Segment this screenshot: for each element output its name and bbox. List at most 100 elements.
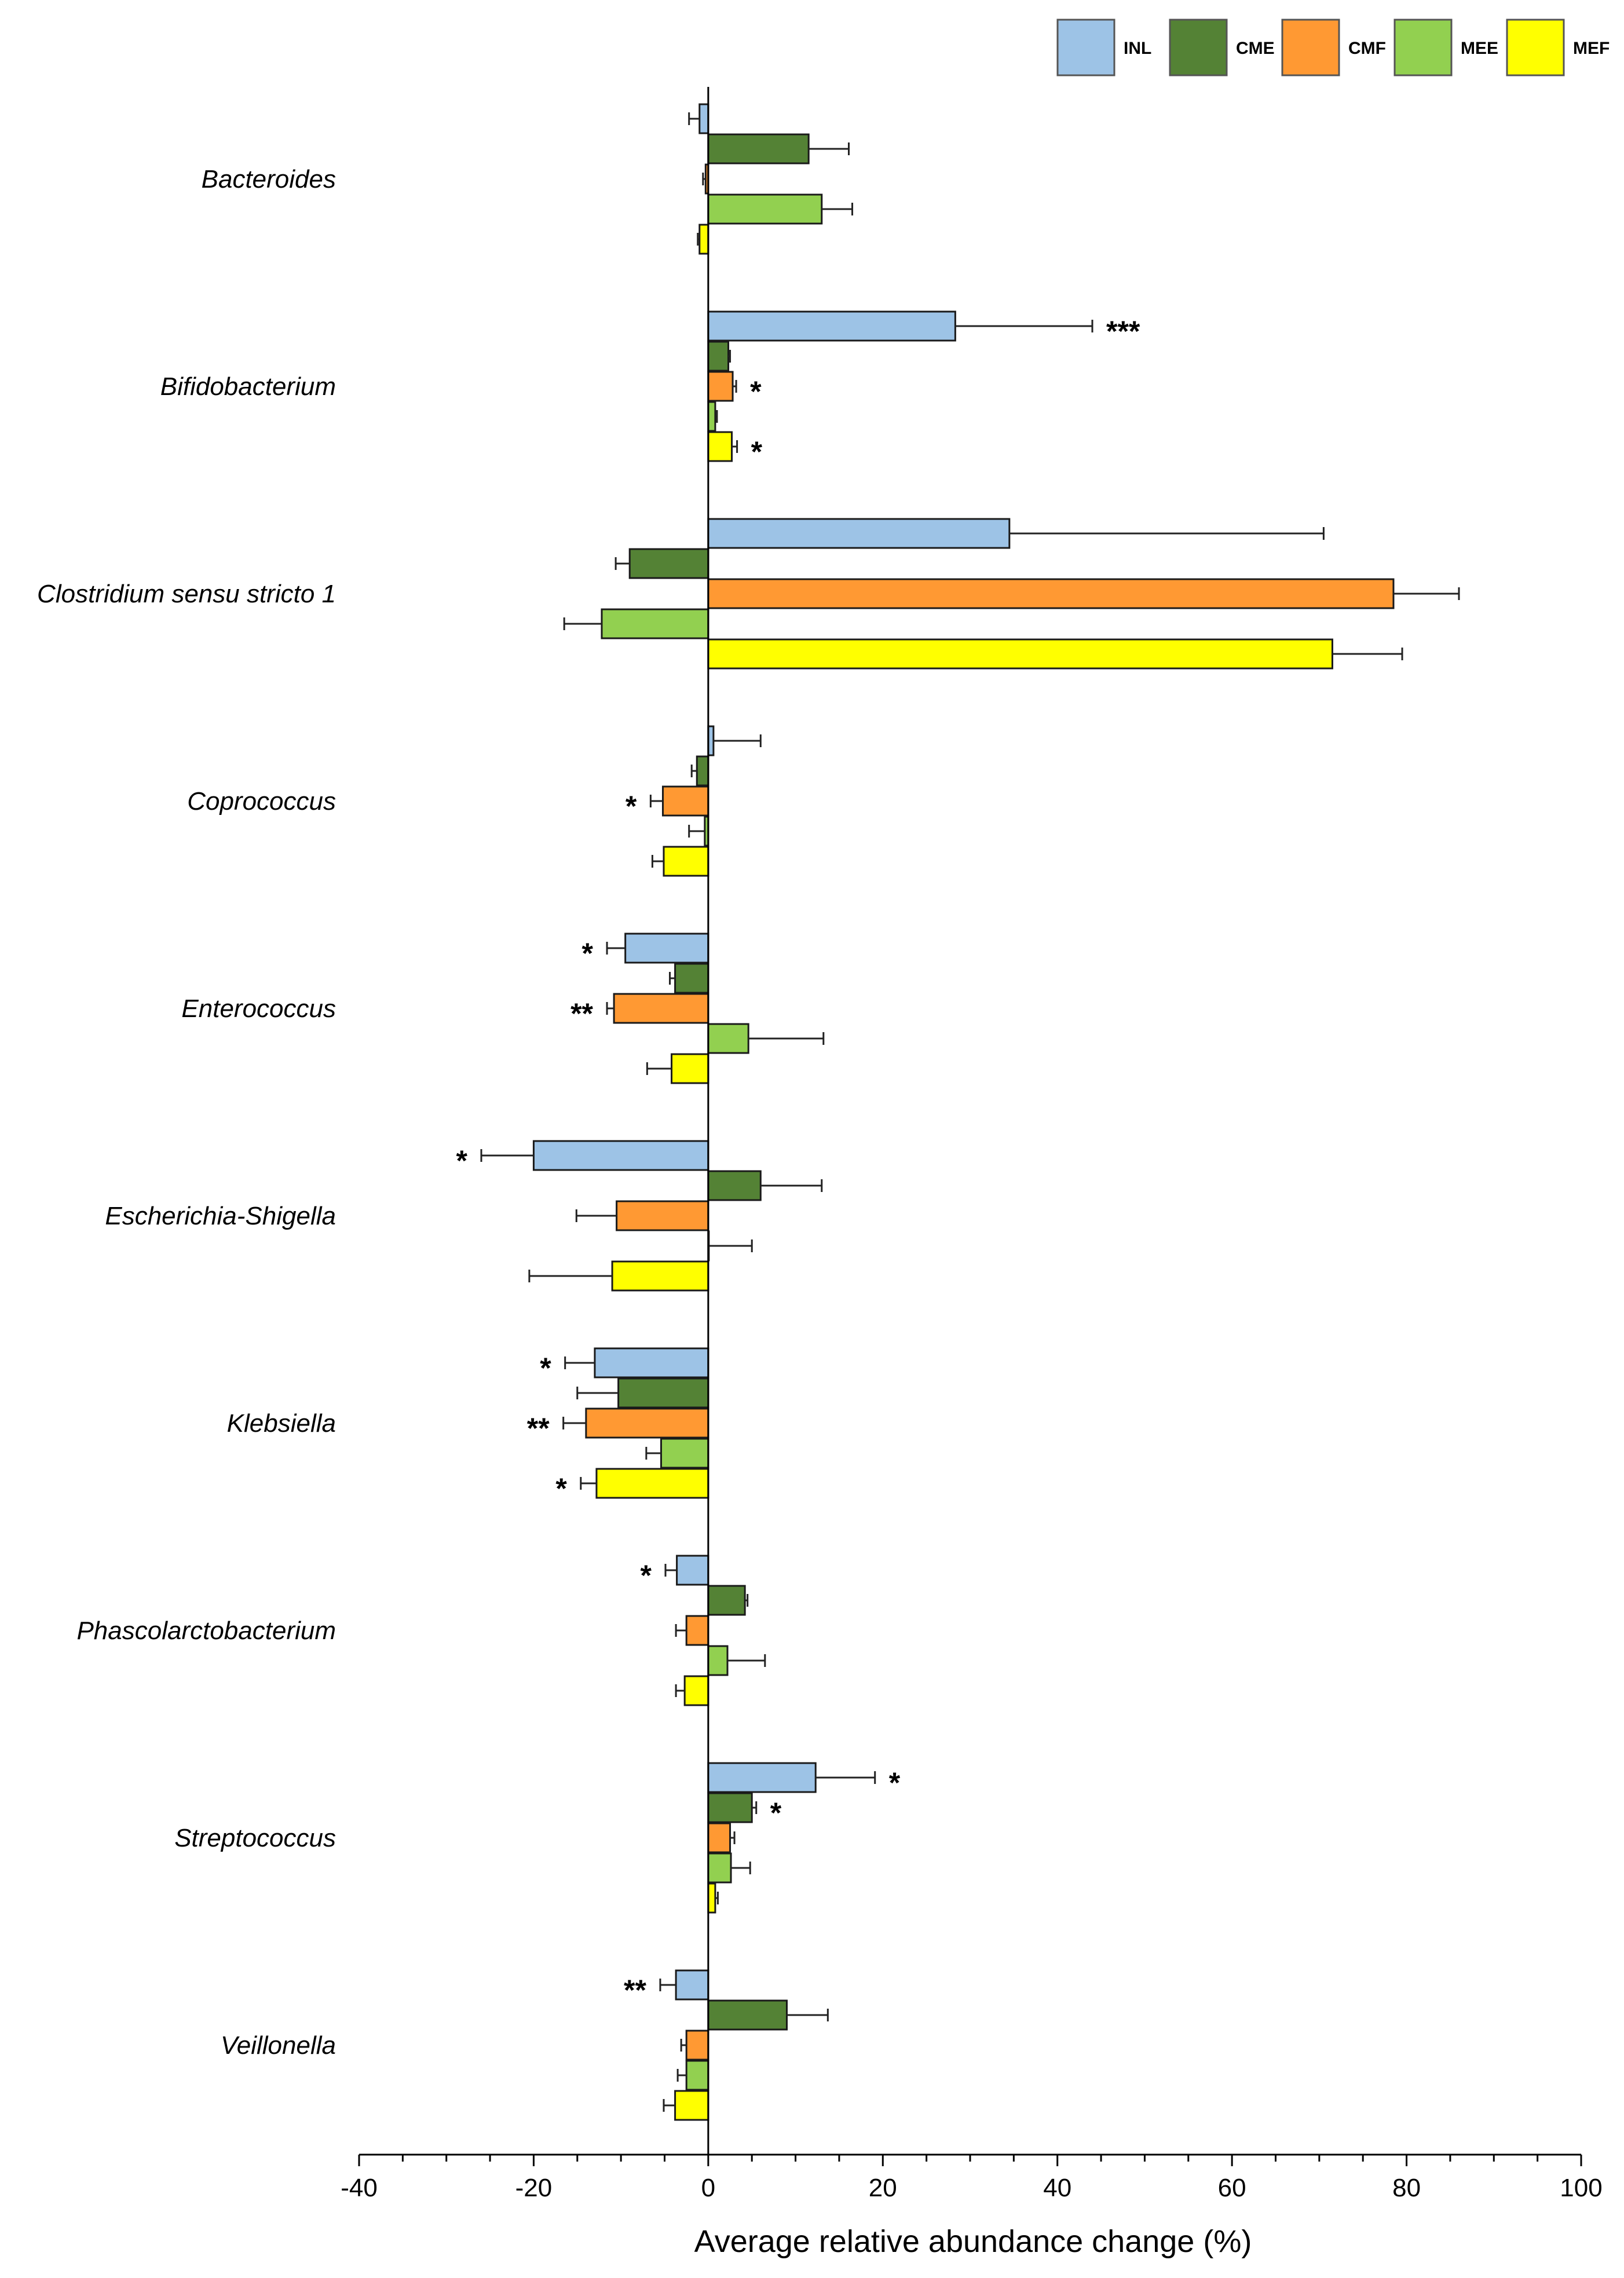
category-label-phascolarctobacterium: Phascolarctobacterium [76,1617,336,1645]
error-bar-inl-clostridium-sensu-stricto-1 [1009,527,1325,540]
significance-inl-phascolarctobacterium: * [641,1559,652,1592]
significance-cmf-klebsiella: ** [527,1412,550,1445]
category-label-bifidobacterium: Bifidobacterium [160,372,336,401]
error-bar-cme-coprococcus [690,765,697,777]
error-bar-inl-coprococcus [713,734,762,747]
error-bar-cmf-veillonella [680,2039,687,2052]
bar-inl-bifidobacterium [707,310,956,342]
bar-cme-bacteroides [707,133,810,164]
bar-cme-clostridium-sensu-stricto-1 [628,548,709,579]
error-bar-cmf-bifidobacterium [733,380,737,393]
error-bar-mee-veillonella [676,2069,687,2082]
x-tick-label: 20 [869,2174,897,2202]
bar-mee-enterococcus [707,1023,749,1054]
error-bar-mee-coprococcus [688,825,705,838]
bar-mee-bacteroides [707,193,823,225]
category-label-coprococcus: Coprococcus [187,787,336,816]
significance-mef-klebsiella: * [555,1472,567,1505]
bar-cmf-bifidobacterium [707,371,734,402]
error-bar-inl-escherichia-shigella [480,1149,534,1162]
x-tick-label: 40 [1043,2174,1071,2202]
legend-label-mef: MEF [1573,39,1610,58]
error-bar-inl-bifidobacterium [955,320,1093,332]
bar-cme-phascolarctobacterium [707,1585,746,1616]
error-bar-inl-klebsiella [564,1356,595,1369]
bar-mef-bifidobacterium [707,431,733,462]
category-labels: Bacteroides Bifidobacterium Clostridium se… [37,165,336,2060]
error-bar-mee-bacteroides [821,203,854,215]
error-bar-cme-escherichia-shigella [760,1179,823,1192]
category-label-clostridium-sensu-stricto-1: Clostridium sensu stricto 1 [37,580,336,608]
bar-inl-enterococcus [624,933,709,964]
bar-cme-coprococcus [696,755,709,787]
error-bar-mee-clostridium-sensu-stricto-1 [563,617,602,630]
bar-mef-enterococcus [671,1053,709,1084]
error-bar-mef-escherichia-shigella [528,1270,613,1282]
category-label-bacteroides: Bacteroides [202,165,336,193]
bar-cme-veillonella [707,1999,788,2031]
error-bar-cme-bifidobacterium [728,350,731,363]
significance-inl-klebsiella: * [540,1352,551,1384]
bar-cme-klebsiella [617,1377,709,1409]
x-tick-label: -20 [515,2174,553,2202]
error-bar-mee-enterococcus [748,1032,825,1045]
error-bar-cmf-enterococcus [606,1002,615,1015]
bar-mef-escherichia-shigella [611,1260,709,1292]
bar-cmf-streptococcus [707,1822,731,1853]
bar-cmf-veillonella [685,2030,709,2061]
significance-mef-bifidobacterium: * [751,436,763,468]
error-bar-cme-klebsiella [576,1387,619,1399]
error-bar-mee-klebsiella [645,1447,661,1460]
legend-label-mee: MEE [1461,39,1498,58]
error-bar-mee-escherichia-shigella [708,1239,753,1252]
error-bar-cmf-coprococcus [649,795,663,807]
bar-mee-phascolarctobacterium [707,1645,729,1676]
significance-cmf-coprococcus: * [626,790,637,822]
bar-inl-bacteroides [698,103,709,134]
x-tick-label: 0 [701,2174,715,2202]
significance-inl-enterococcus: * [582,937,594,970]
legend: INL CME CMF MEE MEF [1056,19,1610,76]
error-bar-cme-enterococcus [669,972,675,985]
x-tick-label: -40 [341,2174,378,2202]
legend-item-cme: CME [1169,19,1275,76]
bars [480,103,1460,2121]
bar-inl-klebsiella [594,1347,709,1378]
legend-swatch-cmf [1281,19,1340,76]
error-bar-mef-bacteroides [697,233,700,246]
bar-cmf-escherichia-shigella [616,1200,709,1231]
bar-inl-streptococcus [707,1762,817,1793]
error-bar-mef-phascolarctobacterium [675,1684,685,1697]
category-label-streptococcus: Streptococcus [174,1824,336,1852]
error-bar-inl-enterococcus [606,942,626,955]
bar-cmf-clostridium-sensu-stricto-1 [707,578,1395,609]
legend-swatch-inl [1056,19,1115,76]
bar-cmf-klebsiella [585,1407,709,1439]
bar-mef-streptococcus [707,1882,716,1914]
error-bar-mef-bifidobacterium [731,440,738,453]
significance-inl-streptococcus: * [889,1767,901,1799]
legend-label-cmf: CMF [1348,39,1386,58]
legend-item-cmf: CMF [1281,19,1386,76]
bar-cmf-phascolarctobacterium [685,1615,709,1646]
significance-cmf-bifidobacterium: * [750,375,762,408]
bar-mee-clostridium-sensu-stricto-1 [601,608,709,639]
legend-swatch-mef [1506,19,1565,76]
legend-swatch-mee [1393,19,1453,76]
x-axis-title: Average relative abundance change (%) [694,2224,1252,2259]
category-label-escherichia-shigella: Escherichia-Shigella [105,1202,336,1230]
significance-cme-streptococcus: * [770,1797,782,1829]
bar-inl-phascolarctobacterium [676,1555,709,1586]
legend-item-inl: INL [1056,19,1151,76]
significance-inl-bifidobacterium: *** [1106,315,1140,348]
error-bar-mef-streptococcus [715,1892,719,1904]
legend-swatch-cme [1169,19,1228,76]
bar-mef-clostridium-sensu-stricto-1 [707,638,1333,670]
x-tick-label: 100 [1560,2174,1602,2202]
legend-item-mef: MEF [1506,19,1610,76]
error-bar-mee-bifidobacterium [715,410,718,423]
error-bar-cmf-streptococcus [730,1831,736,1844]
error-bar-mef-coprococcus [651,855,664,868]
bar-mef-phascolarctobacterium [683,1675,709,1706]
